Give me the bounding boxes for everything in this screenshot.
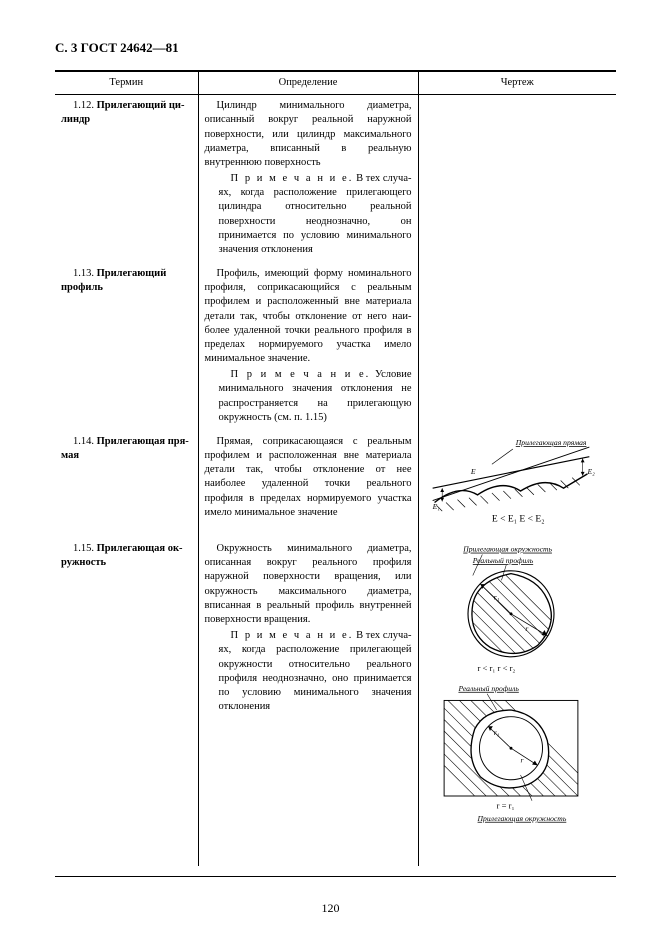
- table-row: 1.15. Прилегающая ок­ружность Окружность…: [55, 538, 616, 836]
- diagram-inner-circle: Реальный профиль: [425, 681, 597, 825]
- note-title: П р и м е ч а н и е.: [231, 369, 371, 380]
- table-row: 1.13. Прилегающий профиль Профиль, имеющ…: [55, 263, 616, 431]
- diagram-outer-circle: Прилегающая окружность Реальный профиль: [425, 542, 597, 676]
- page-number: 120: [0, 901, 661, 916]
- spacer-row: [55, 836, 616, 866]
- definition-text: Окружность минимального диа­метра, описа…: [205, 542, 412, 627]
- note-title: П р и м е ч а н и е.: [231, 173, 354, 184]
- note-text: П р и м е ч а н и е. В тех случа­ях, ког…: [205, 172, 412, 257]
- svg-text:r₁: r₁: [493, 593, 499, 602]
- e: E: [469, 467, 475, 476]
- drawing-cell: [418, 95, 616, 263]
- diagram-label: Прилегающая прямая: [514, 438, 586, 447]
- svg-text:r₁: r₁: [493, 728, 499, 737]
- formula: r = r₁: [496, 801, 514, 811]
- term-num: 1.15.: [73, 543, 94, 554]
- drawing-cell: Прилегающая прямая E₁ E: [418, 431, 616, 538]
- note-body: В тех случа­ях, когда расположение приле…: [219, 630, 412, 712]
- term-num: 1.13.: [73, 268, 94, 279]
- lbl-top: Реальный профиль: [457, 684, 519, 693]
- table-row: 1.14. Прилегающая пря­мая Прямая, соприк…: [55, 431, 616, 538]
- term-num: 1.14.: [73, 436, 94, 447]
- definition-text: Прямая, соприкасающаяся с реальным профи…: [205, 435, 412, 520]
- note-title: П р и м е ч а н и е.: [231, 630, 354, 641]
- table-row: 1.12. Прилегающий ци­линдр Цилиндр миним…: [55, 95, 616, 263]
- page-header: С. 3 ГОСТ 24642—81: [55, 40, 616, 56]
- e1: E₁: [431, 502, 440, 511]
- svg-text:r: r: [520, 756, 523, 765]
- note-body: В тех случа­ях, когда расположение приле…: [219, 173, 412, 255]
- term-label: 1.12. Прилегающий ци­линдр: [61, 99, 192, 127]
- term-label: 1.14. Прилегающая пря­мая: [61, 435, 192, 463]
- diagram-line: Прилегающая прямая E₁ E: [425, 435, 597, 527]
- term-label: 1.15. Прилегающая ок­ружность: [61, 542, 192, 570]
- definitions-table: Термин Определение Чертеж 1.12. Прилегаю…: [55, 70, 616, 877]
- formula: r < r₁ r < r₂: [477, 663, 515, 673]
- lbl1: Прилегающая окружность: [462, 545, 552, 554]
- col-def-header: Определение: [198, 71, 418, 95]
- drawing-cell: Прилегающая окружность Реальный профиль: [418, 538, 616, 836]
- table-bottom-rule: [55, 866, 616, 877]
- svg-text:r: r: [525, 624, 528, 633]
- note-text: П р и м е ч а н и е. Условие минимальног…: [205, 368, 412, 425]
- formula: E < E₁ E < E₂: [491, 514, 544, 525]
- page: С. 3 ГОСТ 24642—81 Термин Определение Че…: [0, 0, 661, 936]
- definition-text: Профиль, имеющий форму но­минального про…: [205, 267, 412, 366]
- definition-text: Цилиндр минимального диамет­ра, описанны…: [205, 99, 412, 170]
- note-text: П р и м е ч а н и е. В тех случа­ях, ког…: [205, 629, 412, 714]
- term-label: 1.13. Прилегающий профиль: [61, 267, 192, 295]
- col-term-header: Термин: [55, 71, 198, 95]
- col-draw-header: Чертеж: [418, 71, 616, 95]
- term-num: 1.12.: [73, 100, 94, 111]
- lbl-bot: Прилегающая окружность: [476, 814, 566, 823]
- e2: E₂: [586, 467, 595, 476]
- drawing-cell: [418, 263, 616, 431]
